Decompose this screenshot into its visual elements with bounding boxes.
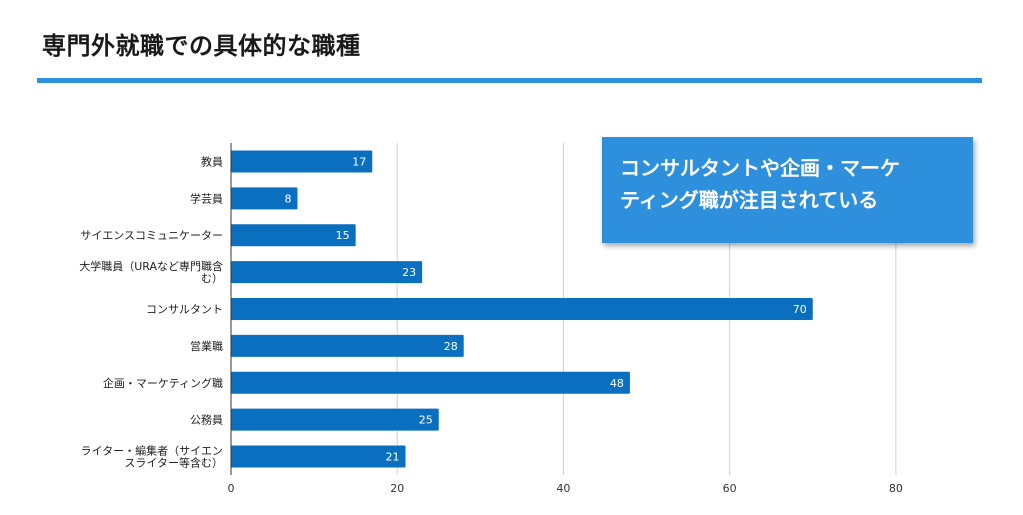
category-label: サイエンスコミュニケーター xyxy=(80,229,223,242)
data-label: 48 xyxy=(610,377,624,390)
bar xyxy=(231,187,298,210)
bar xyxy=(231,445,406,468)
x-tick-label: 60 xyxy=(723,482,737,495)
bar xyxy=(231,150,373,173)
title-divider xyxy=(37,78,982,83)
category-label: 企画・マーケティング職 xyxy=(103,376,223,390)
callout-box: コンサルタントや企画・マーケ ティング職が注目されている xyxy=(602,137,973,243)
bar xyxy=(231,298,813,320)
data-label: 70 xyxy=(793,303,807,316)
category-label: ライター・編集者（サイエン xyxy=(81,444,223,458)
category-label: 教員 xyxy=(201,155,223,168)
x-tick-label: 20 xyxy=(390,482,404,495)
category-label: 大学職員（URAなど専門職含 xyxy=(79,259,223,273)
callout-text: コンサルタントや企画・マーケ ティング職が注目されている xyxy=(620,156,900,212)
category-label: 学芸員 xyxy=(190,191,223,205)
category-label: 営業職 xyxy=(190,339,223,353)
category-label: コンサルタント xyxy=(146,303,223,316)
data-label: 25 xyxy=(419,414,433,427)
data-label: 23 xyxy=(402,266,416,279)
data-label: 17 xyxy=(352,155,366,168)
bar xyxy=(231,408,439,431)
bar xyxy=(231,371,630,394)
category-label: む） xyxy=(201,272,223,285)
data-label: 8 xyxy=(284,192,291,205)
category-label: スライター等含む） xyxy=(124,456,223,470)
x-tick-label: 80 xyxy=(889,482,903,495)
x-tick-label: 40 xyxy=(556,482,570,495)
bar xyxy=(231,334,464,357)
page-title: 専門外就職での具体的な職種 xyxy=(42,32,361,60)
bar xyxy=(231,261,423,284)
bar xyxy=(231,224,356,247)
data-label: 21 xyxy=(386,451,400,464)
data-label: 15 xyxy=(336,229,350,242)
x-tick-label: 0 xyxy=(228,482,235,495)
data-label: 28 xyxy=(444,340,458,353)
category-label: 公務員 xyxy=(190,413,223,427)
